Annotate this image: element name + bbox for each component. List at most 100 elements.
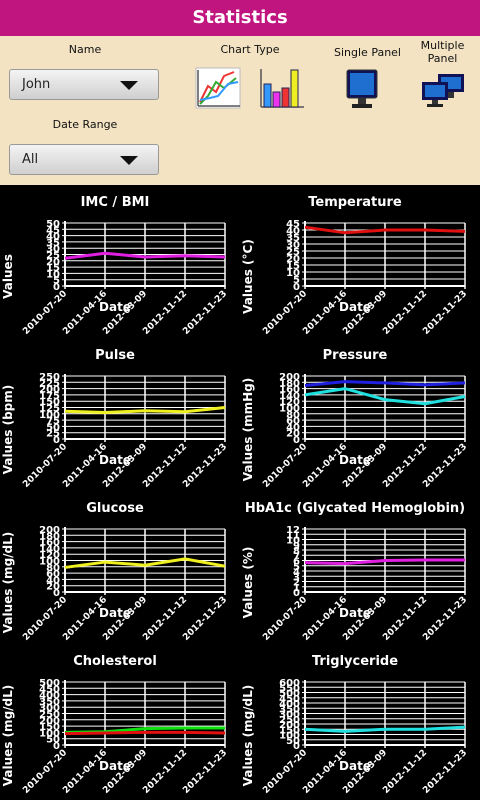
date-range-label: Date Range	[52, 118, 118, 131]
y-tick-label: 250	[39, 710, 60, 721]
y-axis-label: Values (mmHg)	[241, 378, 255, 481]
y-tick-label: 20	[46, 582, 60, 593]
y-tick-label: 4	[293, 567, 300, 578]
y-tick-label: 140	[279, 391, 300, 402]
y-tick-label: 5	[293, 562, 300, 573]
y-tick-label: 120	[279, 397, 300, 408]
y-tick-label: 350	[279, 704, 300, 715]
y-tick-label: 40	[46, 232, 60, 243]
name-label: Name	[68, 43, 102, 56]
x-axis-label: Date	[99, 606, 131, 620]
data-line	[304, 725, 466, 733]
bar-chart-icon[interactable]	[258, 66, 306, 110]
y-tick-label: 40	[46, 575, 60, 586]
y-tick-label: 35	[286, 233, 300, 244]
chart-title: Triglyceride	[312, 654, 398, 669]
y-tick-label: 100	[279, 404, 300, 415]
y-tick-label: 40	[286, 422, 300, 433]
chart-title: Temperature	[308, 195, 402, 210]
y-tick-label: 180	[39, 531, 60, 542]
y-tick-label: 0	[53, 588, 60, 599]
y-tick-label: 300	[279, 710, 300, 721]
y-tick-label: 1	[293, 583, 300, 594]
y-tick-label: 5	[53, 276, 60, 287]
y-tick-label: 250	[279, 715, 300, 726]
multiple-panel-icon[interactable]	[420, 72, 466, 108]
y-tick-label: 45	[286, 219, 300, 230]
dropdown-arrow	[120, 156, 138, 165]
dropdown-arrow	[120, 81, 138, 90]
y-tick-label: 175	[39, 391, 60, 402]
y-axis-label: Values (bpm)	[1, 385, 15, 475]
x-axis-label: Date	[339, 300, 371, 314]
chart-type-label: Chart Type	[220, 43, 280, 56]
y-tick-label: 30	[286, 240, 300, 251]
y-tick-label: 500	[279, 689, 300, 700]
y-tick-label: 50	[46, 219, 60, 230]
y-axis-label: Values (°C)	[241, 239, 255, 314]
y-tick-label: 6	[293, 557, 300, 568]
name-value: John	[22, 77, 51, 92]
y-tick-label: 150	[279, 725, 300, 736]
y-tick-label: 200	[39, 385, 60, 396]
y-tick-label: 100	[279, 731, 300, 742]
name-dropdown[interactable]: John	[9, 69, 159, 100]
y-axis-label: Values	[1, 254, 15, 299]
y-tick-label: 3	[293, 572, 300, 583]
chart-title: Glucose	[86, 501, 144, 516]
data-line	[64, 406, 226, 415]
y-tick-label: 2	[293, 578, 300, 589]
line-chart-icon[interactable]	[194, 66, 242, 110]
y-axis-label: Values (mg/dL)	[1, 532, 15, 634]
x-axis-label: Date	[339, 759, 371, 773]
y-tick-label: 50	[46, 735, 60, 746]
charts-area: IMC / BMIValuesDate051015202530354045502…	[1, 195, 469, 796]
y-tick-label: 0	[293, 588, 300, 599]
y-tick-label: 11	[286, 530, 300, 541]
x-axis-label: Date	[339, 606, 371, 620]
data-line	[304, 558, 465, 566]
y-tick-label: 200	[39, 716, 60, 727]
data-line	[64, 557, 226, 569]
y-tick-label: 5	[293, 275, 300, 286]
y-tick-label: 150	[39, 722, 60, 733]
y-tick-label: 80	[286, 410, 300, 421]
controls: Name John Date Range All Chart Type Sing…	[0, 36, 480, 185]
y-tick-label: 20	[46, 257, 60, 268]
single-panel-label: Single Panel	[334, 46, 401, 59]
data-line	[304, 225, 466, 235]
y-tick-label: 10	[286, 536, 300, 547]
y-tick-label: 20	[286, 254, 300, 265]
x-axis-label: Date	[99, 759, 131, 773]
y-tick-label: 250	[39, 372, 60, 383]
multiple-panel-label: Multiple Panel	[420, 39, 465, 65]
y-tick-label: 60	[46, 569, 60, 580]
y-tick-label: 25	[46, 251, 60, 262]
y-tick-label: 8	[293, 546, 300, 557]
y-tick-label: 40	[286, 226, 300, 237]
date-range-value: All	[22, 152, 39, 167]
y-tick-label: 0	[53, 435, 60, 446]
y-tick-label: 100	[39, 728, 60, 739]
chart-title: Pressure	[323, 348, 388, 363]
x-axis-label: Date	[99, 453, 131, 467]
chart-title: HbA1c (Glycated Hemoglobin)	[245, 501, 465, 516]
y-tick-label: 50	[46, 422, 60, 433]
y-tick-label: 500	[39, 678, 60, 689]
y-tick-label: 150	[39, 397, 60, 408]
data-line	[304, 380, 466, 387]
y-axis-label: Values (mg/dL)	[241, 685, 255, 787]
y-tick-label: 200	[279, 720, 300, 731]
y-tick-label: 15	[46, 263, 60, 274]
y-tick-label: 225	[39, 378, 60, 389]
y-tick-label: 400	[279, 699, 300, 710]
y-tick-label: 350	[39, 697, 60, 708]
y-tick-label: 160	[39, 538, 60, 549]
y-tick-label: 7	[293, 551, 300, 562]
chart-title: Pulse	[95, 348, 135, 363]
y-tick-label: 60	[286, 416, 300, 427]
date-range-dropdown[interactable]: All	[9, 144, 159, 175]
single-panel-icon[interactable]	[345, 68, 379, 110]
y-tick-label: 120	[39, 550, 60, 561]
y-tick-label: 125	[39, 404, 60, 415]
